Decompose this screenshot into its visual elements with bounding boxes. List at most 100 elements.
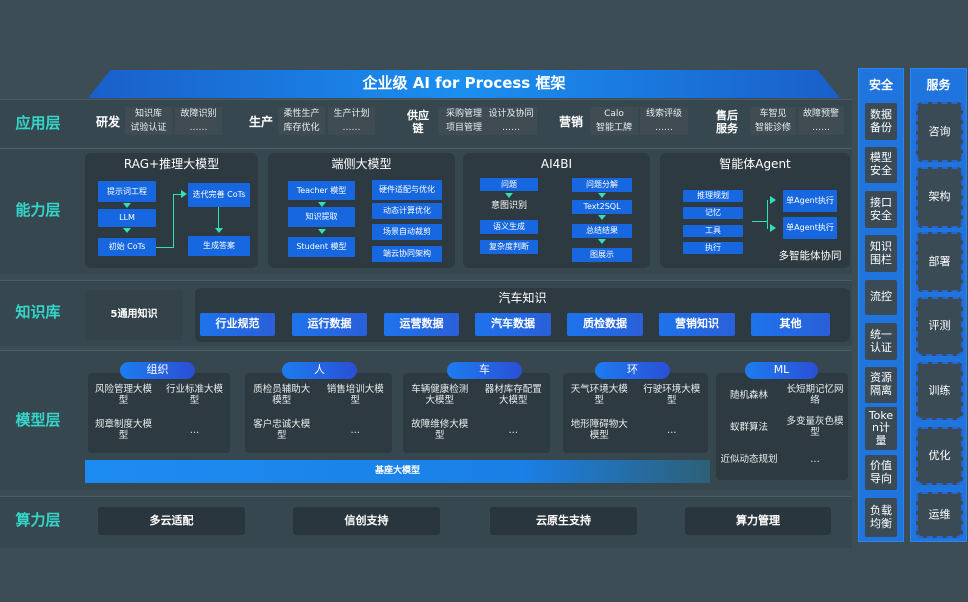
security-item: 负载均衡 <box>865 498 897 537</box>
arrow-down-icon <box>318 229 326 234</box>
capability-card-title: 端侧大模型 <box>331 157 392 172</box>
model-item: … <box>810 453 820 465</box>
app-item: 生产计划 <box>328 107 375 121</box>
app-group-name: 供应链 <box>407 109 429 135</box>
layer-label-compute: 算力层 <box>15 511 61 530</box>
service-item: 优化 <box>916 427 963 485</box>
layer-label-model: 模型层 <box>15 411 61 430</box>
app-item: …… <box>328 121 375 135</box>
model-group-box <box>563 373 708 453</box>
security-item: 接口安全 <box>865 191 897 228</box>
capability-step: 总结结果 <box>572 224 632 238</box>
capability-step: 工具 <box>683 225 743 237</box>
app-item: …… <box>798 121 844 135</box>
model-item: 风险管理大模型 <box>94 384 152 406</box>
knowledge-item: 运营数据 <box>384 313 459 336</box>
app-item: 线索评级 <box>640 107 688 121</box>
service-item: 运维 <box>916 492 963 538</box>
model-group-tab: 组织 <box>120 362 195 379</box>
app-item: 知识库 <box>125 107 172 121</box>
capability-step: 迭代完善 CoTs <box>188 183 250 207</box>
app-item: 故障识别 <box>175 107 222 121</box>
arrow-right-icon <box>181 190 187 198</box>
model-item: 长短期记忆网络 <box>786 384 844 406</box>
capability-step: 记忆 <box>683 207 743 219</box>
security-item: 知识围栏 <box>865 235 897 272</box>
app-item: 故障预警 <box>798 107 844 121</box>
model-group-tab: 车 <box>447 362 522 379</box>
app-item: 采购管理 <box>438 107 490 121</box>
car-knowledge-title: 汽车知识 <box>498 291 547 306</box>
compute-item: 云原生支持 <box>490 507 637 535</box>
app-item: …… <box>640 121 688 135</box>
connector-line <box>767 200 768 229</box>
app-item: 柔性生产 <box>278 107 325 121</box>
app-group-name: 生产 <box>248 115 273 130</box>
layer-label-knowledge: 知识库 <box>15 303 61 322</box>
app-item: 试验认证 <box>125 121 172 135</box>
model-item: 车辆健康检测大模型 <box>411 384 469 406</box>
capability-step-text: 意图识别 <box>490 200 527 211</box>
model-group-box <box>403 373 550 453</box>
security-item: Token计量 <box>865 407 897 450</box>
capability-step: Student 模型 <box>288 237 355 257</box>
capability-step: 推理规划 <box>683 190 743 202</box>
capability-step: Teacher 模型 <box>288 181 355 200</box>
security-item: 资源隔离 <box>865 367 897 403</box>
base-model-bar: 基座大模型 <box>85 460 710 483</box>
arrow-down-icon <box>505 193 513 198</box>
security-item: 模型安全 <box>865 147 897 183</box>
capability-step: 复杂度判断 <box>480 240 538 254</box>
compute-item: 算力管理 <box>685 507 831 535</box>
capability-step: 问题 <box>480 178 538 191</box>
model-item: 蚁群算法 <box>729 421 768 433</box>
model-group-tab: 环 <box>595 362 670 379</box>
general-knowledge: 5通用知识 <box>85 290 183 340</box>
capability-step: 端云协同架构 <box>372 246 442 262</box>
model-item: 近似动态规划 <box>720 453 778 465</box>
app-item: 智能诊修 <box>750 121 796 135</box>
model-group-tab: ML <box>745 362 818 379</box>
model-item: 故障维修大模型 <box>411 419 469 441</box>
security-item: 数据备份 <box>865 103 897 140</box>
security-title: 安全 <box>868 78 893 93</box>
arrow-down-icon <box>598 215 606 220</box>
model-item: … <box>350 424 361 436</box>
capability-step: 硬件适配与优化 <box>372 180 442 200</box>
app-item: …… <box>485 121 537 135</box>
app-item: 库存优化 <box>278 121 325 135</box>
capability-step: Text2SQL <box>572 200 632 214</box>
knowledge-item: 运行数据 <box>292 313 367 336</box>
capability-card-title: AI4BI <box>540 157 573 172</box>
model-item: … <box>189 424 200 436</box>
security-item: 流控 <box>865 280 897 315</box>
capability-step: 场景自动裁剪 <box>372 224 442 240</box>
arrow-down-icon <box>123 228 131 233</box>
service-item: 部署 <box>916 232 963 292</box>
compute-item: 信创支持 <box>293 507 440 535</box>
capability-step: 单Agent执行 <box>783 217 837 239</box>
app-item: 车智见 <box>750 107 796 121</box>
knowledge-item: 质检数据 <box>567 313 643 336</box>
capability-step: 图展示 <box>572 248 632 262</box>
app-item: 智能工牌 <box>590 121 638 135</box>
framework-title: 企业级 AI for Process 框架 <box>88 70 840 98</box>
security-item: 价值导向 <box>865 455 897 490</box>
layer-label-app: 应用层 <box>15 113 61 132</box>
knowledge-item: 营销知识 <box>659 313 735 336</box>
capability-card-title: RAG+推理大模型 <box>123 157 220 172</box>
app-group-name: 售后服务 <box>716 109 738 135</box>
model-item: 客户忠诚大模型 <box>253 419 311 441</box>
app-item: Calo <box>590 107 638 121</box>
layer-label-capability: 能力层 <box>15 201 61 220</box>
app-item: …… <box>175 121 222 135</box>
connector-line <box>218 207 219 229</box>
knowledge-item: 汽车数据 <box>475 313 551 336</box>
service-item: 咨询 <box>916 102 963 162</box>
security-item: 统一认证 <box>865 323 897 360</box>
capability-step: 执行 <box>683 242 743 254</box>
knowledge-item: 其他 <box>751 313 830 336</box>
model-item: … <box>508 424 519 436</box>
service-item: 评测 <box>916 297 963 356</box>
capability-card-title: 智能体Agent <box>719 157 791 172</box>
